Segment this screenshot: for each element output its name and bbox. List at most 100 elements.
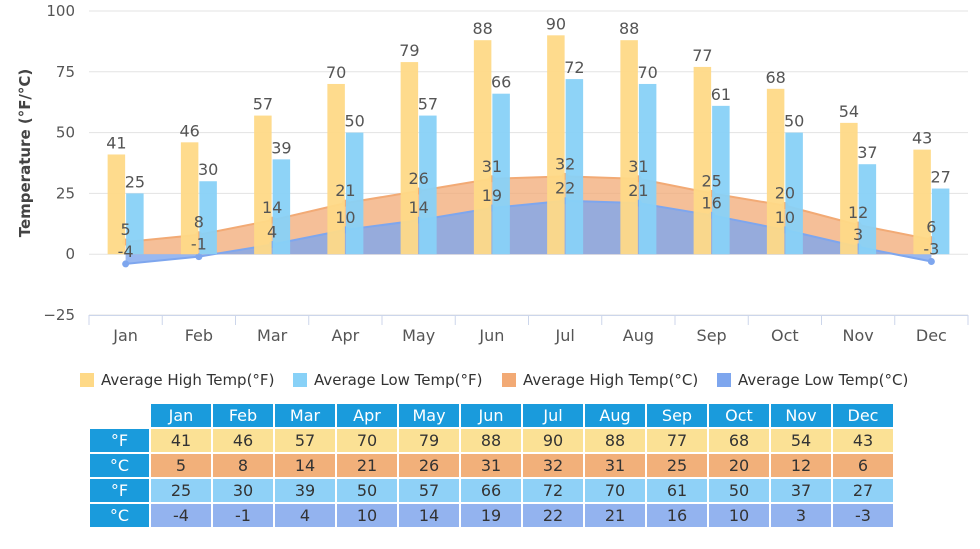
y-tick-label: 75 [56, 63, 75, 81]
data-label-high-c: 12 [848, 203, 868, 222]
table-cell: 72 [521, 477, 585, 504]
data-label-high-c: 26 [408, 169, 428, 188]
table-month-header: Dec [831, 402, 895, 429]
legend-item-low-f[interactable]: Average Low Temp(°F) [293, 368, 482, 392]
legend-item-high-c[interactable]: Average High Temp(°C) [502, 368, 698, 392]
table-cell: 3 [769, 502, 833, 529]
data-label-low-c: 22 [555, 179, 575, 198]
point-low-c [122, 260, 130, 268]
data-label-low-c: 16 [701, 193, 721, 212]
celsius-areas [122, 172, 935, 268]
data-label-low-f: 30 [198, 160, 218, 179]
table-cell: 20 [707, 452, 771, 479]
table-row: °C -4 -1 4 10 14 19 22 21 16 10 3 -3 [88, 502, 895, 529]
point-low-c [195, 253, 203, 261]
table-cell: 37 [769, 477, 833, 504]
table-header-row: Jan Feb Mar Apr May Jun Jul Aug Sep Oct Nov Dec [88, 402, 895, 429]
bar-low-f [565, 79, 584, 255]
table-cell: 10 [707, 502, 771, 529]
data-label-high-f: 88 [472, 19, 492, 38]
data-label-high-f: 88 [619, 19, 639, 38]
y-axis-label: Temperature (°F/°C) [16, 69, 34, 238]
data-label-high-c: 14 [262, 198, 282, 217]
data-label-low-c: -4 [118, 242, 134, 261]
table-month-header: Jan [149, 402, 213, 429]
table-cell: 70 [335, 427, 399, 454]
table-cell: 39 [273, 477, 337, 504]
table-cell: 6 [831, 452, 895, 479]
bar-low-f [858, 164, 877, 255]
data-label-low-f: 50 [784, 112, 804, 131]
x-tick-label: May [402, 326, 435, 345]
y-tick-label: 25 [56, 184, 75, 202]
bar-low-f [199, 181, 217, 255]
data-label-high-c: 32 [555, 154, 575, 173]
table-cell: 14 [273, 452, 337, 479]
bar-high-f [254, 115, 272, 255]
legend-swatch [80, 373, 94, 387]
x-tick-label: Apr [332, 326, 360, 345]
bar-high-f [693, 66, 712, 255]
legend-item-low-c[interactable]: Average Low Temp(°C) [717, 368, 908, 392]
table-cell: 41 [149, 427, 213, 454]
table-cell: 77 [645, 427, 709, 454]
legend-item-high-f[interactable]: Average High Temp(°F) [80, 368, 274, 392]
table-cell: 54 [769, 427, 833, 454]
table-cell: 66 [459, 477, 523, 504]
x-tick-label: Aug [623, 326, 654, 345]
grid [89, 10, 968, 316]
point-low-c [927, 257, 935, 265]
table-cell: 50 [335, 477, 399, 504]
data-label-low-f: 57 [418, 95, 438, 114]
table-month-header: Oct [707, 402, 771, 429]
data-label-low-f: 25 [125, 172, 145, 191]
bar-high-f [473, 40, 492, 255]
table-month-header: May [397, 402, 461, 429]
table-cell: -3 [831, 502, 895, 529]
table-cell: 61 [645, 477, 709, 504]
data-label-high-f: 57 [253, 95, 273, 114]
bar-low-f [492, 93, 510, 255]
legend-swatch [293, 373, 307, 387]
table-cell: 12 [769, 452, 833, 479]
data-label-high-f: 68 [765, 68, 785, 87]
data-label-low-c: 10 [335, 208, 355, 227]
data-label-high-c: 21 [335, 181, 355, 200]
x-tick-label: Jan [112, 326, 138, 345]
bar-high-f [766, 88, 785, 255]
table-unit-cell: °F [88, 427, 151, 454]
legend-label: Average High Temp(°F) [101, 371, 275, 389]
x-tick-label: Jul [554, 326, 574, 345]
bar-high-f [840, 122, 858, 255]
table-corner [88, 402, 151, 429]
table-cell: 88 [459, 427, 523, 454]
data-label-high-f: 70 [326, 63, 346, 82]
table-cell: 79 [397, 427, 461, 454]
table-cell: 90 [521, 427, 585, 454]
table-row: °F 25 30 39 50 57 66 72 70 61 50 37 27 [88, 477, 895, 504]
table-cell: 57 [397, 477, 461, 504]
axes: −25 0 25 50 75 100 Jan Feb Mar Apr May Jun Jul Aug Sep… [43, 2, 969, 345]
data-label-high-f: 54 [839, 102, 859, 121]
chart-legend: Average High Temp(°F) Average Low Temp(°… [0, 368, 980, 392]
data-label-low-f: 66 [491, 73, 511, 92]
data-label-low-c: 14 [408, 198, 428, 217]
table-cell: 31 [583, 452, 647, 479]
data-label-low-c: 19 [482, 186, 502, 205]
data-label-high-f: 77 [692, 46, 712, 65]
legend-label: Average Low Temp(°F) [314, 371, 483, 389]
table-cell: 10 [335, 502, 399, 529]
table-cell: 88 [583, 427, 647, 454]
table-cell: 8 [211, 452, 275, 479]
data-label-low-f: 72 [564, 58, 584, 77]
table-cell: 50 [707, 477, 771, 504]
data-label-low-c: 3 [853, 225, 863, 244]
bar-low-f [712, 105, 730, 255]
data-label-high-c: 31 [482, 157, 502, 176]
table-month-header: Jun [459, 402, 523, 429]
data-label-high-c: 6 [926, 218, 936, 237]
data-label-low-f: 70 [637, 63, 657, 82]
table-month-header: Feb [211, 402, 275, 429]
data-label-low-f: 27 [930, 168, 950, 187]
table-cell: 68 [707, 427, 771, 454]
